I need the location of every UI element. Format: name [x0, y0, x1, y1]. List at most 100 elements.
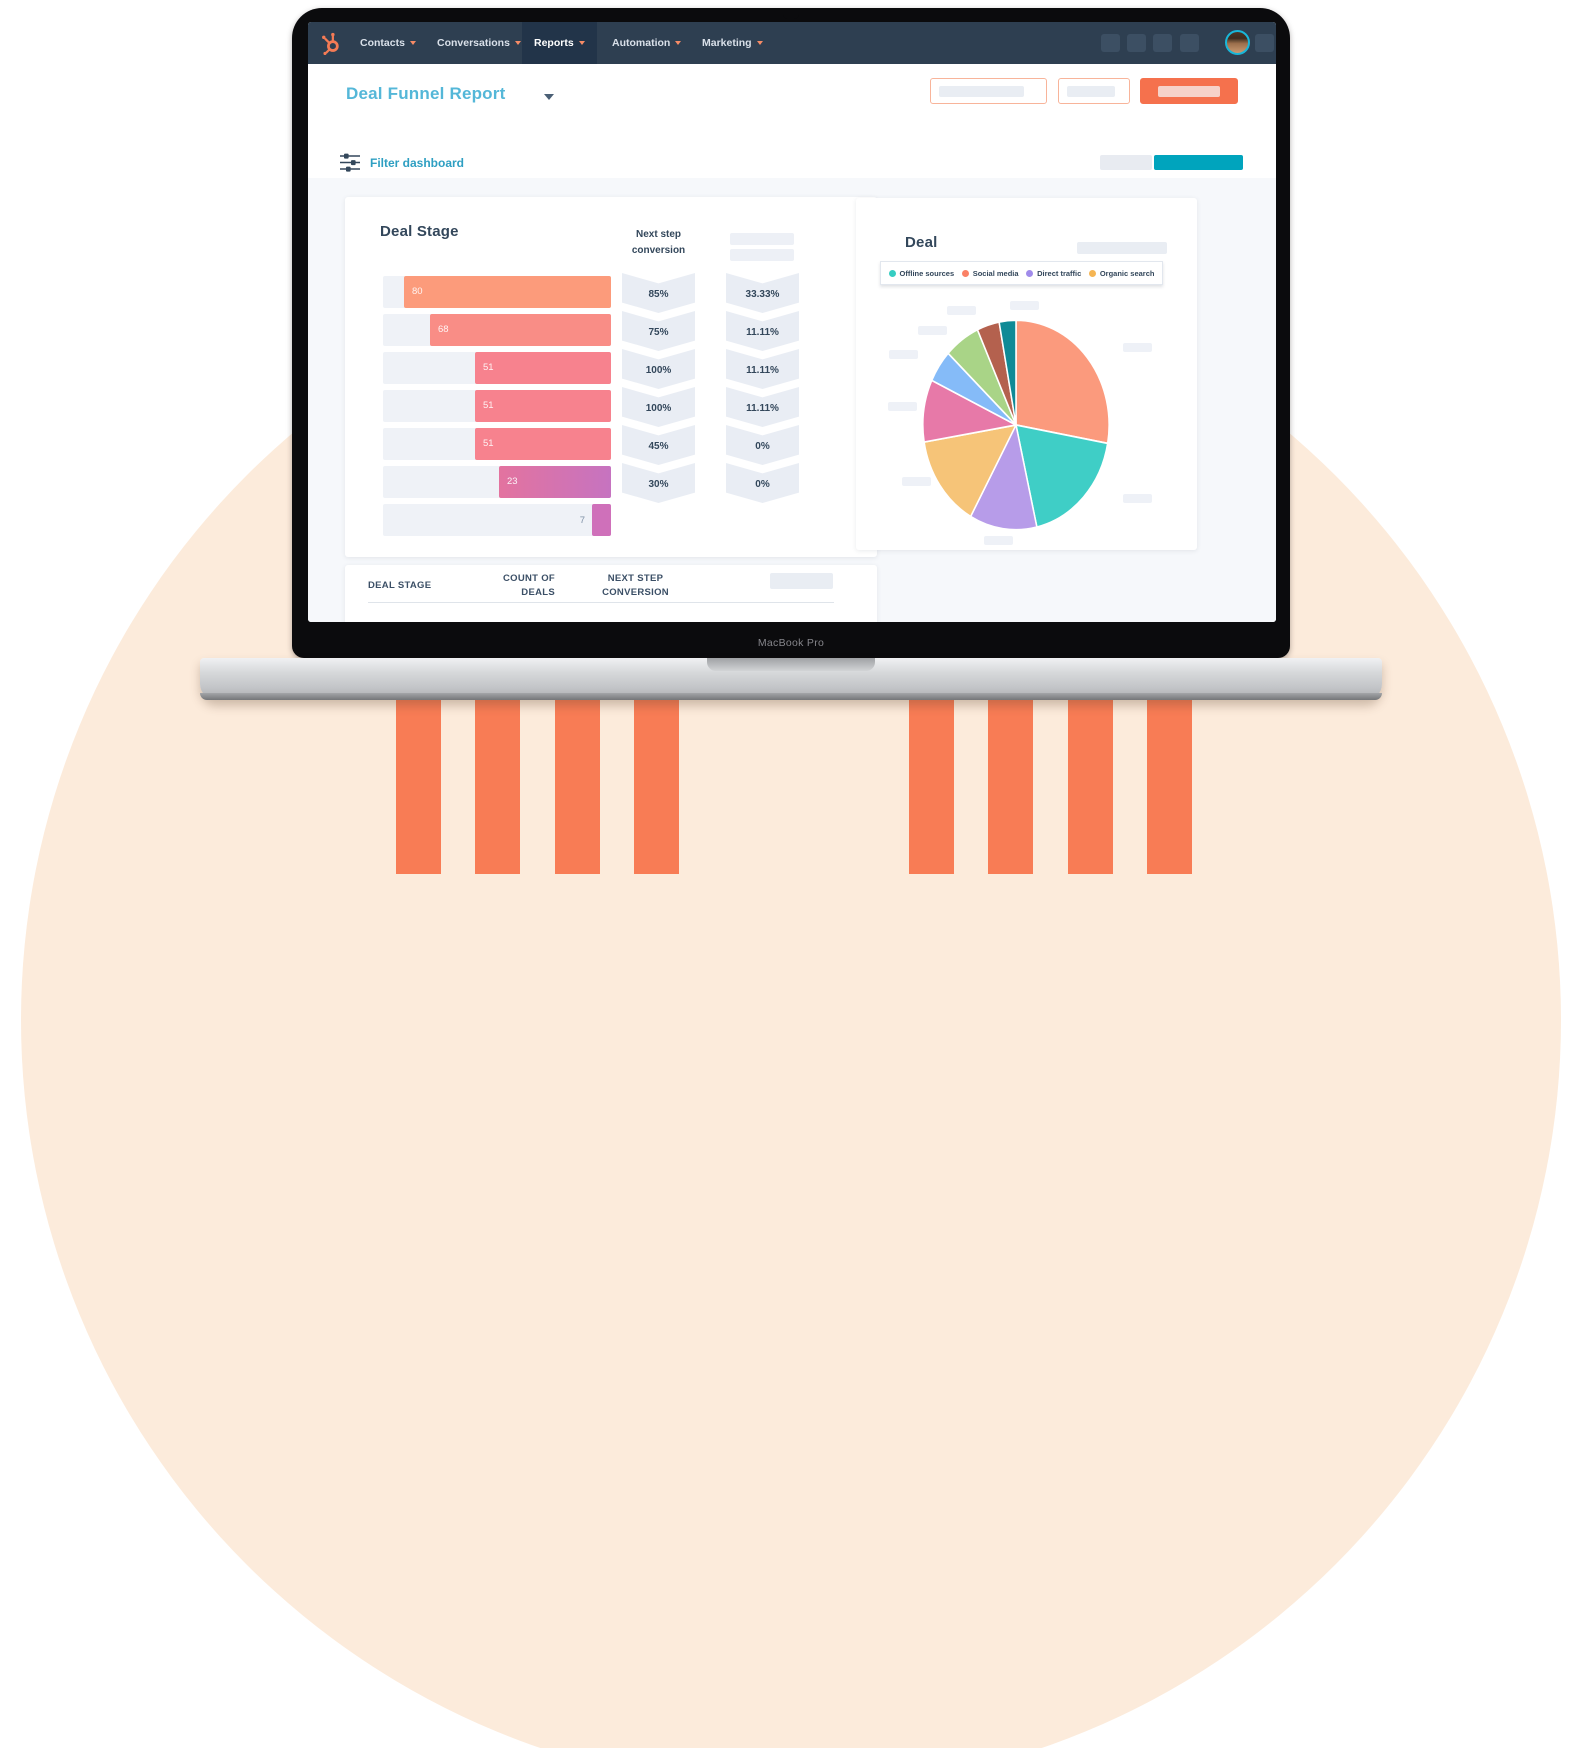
pie-header-placeholder	[1077, 242, 1167, 254]
funnel-bar-value: 51	[483, 438, 494, 449]
funnel-bar-stage-5[interactable]: 51	[475, 428, 611, 460]
hubspot-logo-icon[interactable]	[320, 31, 344, 56]
pie-slice-unlabeled-9[interactable]	[998, 319, 1017, 426]
nav-item-reports[interactable]: Reports	[522, 22, 597, 64]
nav-toolbar-button[interactable]	[1255, 34, 1274, 52]
funnel-bar-stage-4[interactable]: 51	[475, 390, 611, 422]
deal-pie-card: Deal Offline sources Social media Direct t…	[856, 198, 1197, 550]
column-header-placeholder	[730, 233, 794, 245]
legend-item-offline-sources[interactable]: Offline sources	[888, 268, 955, 278]
legend-dot-icon	[961, 269, 969, 277]
chevron-down-icon	[756, 41, 763, 45]
background-stripe	[988, 690, 1033, 874]
pie-slice-direct-traffic[interactable]	[969, 424, 1038, 531]
secondary-conversion-value: 0%	[726, 425, 799, 465]
chevron-down-icon	[675, 41, 682, 45]
user-avatar[interactable]	[1225, 30, 1250, 55]
nav-toolbar-button[interactable]	[1127, 34, 1146, 52]
pie-slice-offline-sources[interactable]	[1015, 424, 1109, 528]
background-stripe	[475, 690, 520, 874]
next-step-conversion-value: 100%	[622, 387, 695, 427]
pie-slice-organic-search[interactable]	[923, 424, 1017, 518]
next-step-conversion-value: 100%	[622, 349, 695, 389]
background-stripe	[1147, 690, 1192, 874]
pie-label-placeholder	[888, 402, 917, 411]
background-stripe	[634, 690, 679, 874]
legend-dot-icon	[888, 269, 896, 277]
funnel-bar-stage-2[interactable]: 68	[430, 314, 611, 346]
funnel-bar-value: 68	[438, 324, 449, 335]
funnel-bar-stage-1[interactable]: 80	[404, 276, 611, 308]
view-toggle-off-segment[interactable]	[1100, 155, 1152, 170]
legend-label: Social media	[972, 268, 1019, 278]
next-step-conversion-value: 45%	[622, 425, 695, 465]
button-placeholder-text	[939, 86, 1024, 97]
button-placeholder-text	[1067, 86, 1115, 97]
nav-toolbar-button[interactable]	[1153, 34, 1172, 52]
pie-card-title: Deal	[905, 234, 938, 251]
pie-slice-social-media[interactable]	[1015, 319, 1110, 445]
table-header-deal-stage: DEAL STAGE	[368, 580, 432, 591]
funnel-bar-value: 7	[579, 515, 585, 526]
nav-item-marketing[interactable]: Marketing	[702, 22, 763, 64]
laptop-screen-bezel: Contacts Conversations Reports Automation Ma…	[292, 8, 1290, 658]
legend-label: Offline sources	[899, 268, 955, 278]
legend-dot-icon	[1026, 269, 1034, 277]
chevron-down-icon	[578, 41, 585, 45]
nav-toolbar-button[interactable]	[1101, 34, 1120, 52]
webcam-notch	[783, 10, 799, 19]
legend-dot-icon	[1088, 269, 1096, 277]
secondary-conversion-value: 11.11%	[726, 387, 799, 427]
laptop-base-rim	[200, 693, 1382, 700]
header-primary-button[interactable]	[1140, 78, 1238, 104]
page-title[interactable]: Deal Funnel Report	[346, 84, 506, 103]
background-stripe	[1068, 690, 1113, 874]
next-step-conversion-header: Next step conversion	[631, 229, 686, 256]
nav-item-label: Conversations	[437, 37, 510, 49]
funnel-bar-stage-6[interactable]: 23	[499, 466, 611, 498]
funnel-bar-stage-7[interactable]	[592, 504, 611, 536]
pie-label-placeholder	[1010, 301, 1039, 310]
header-action-button-2[interactable]	[1058, 78, 1130, 104]
secondary-conversion-value: 33.33%	[726, 273, 799, 313]
filter-dashboard-link[interactable]: Filter dashboard	[370, 156, 465, 170]
legend-item-direct-traffic[interactable]: Direct traffic	[1026, 269, 1081, 278]
nav-item-automation[interactable]: Automation	[612, 22, 682, 64]
nav-item-label: Reports	[534, 37, 574, 49]
table-header-next-step-conversion: NEXT STEP CONVERSION	[602, 573, 669, 598]
nav-item-label: Contacts	[360, 37, 405, 49]
pie-label-placeholder	[947, 306, 976, 315]
button-placeholder-text	[1158, 86, 1220, 97]
pie-label-placeholder	[1123, 494, 1152, 503]
pie-label-placeholder	[918, 326, 947, 335]
column-header-placeholder	[730, 249, 794, 261]
funnel-card-title: Deal Stage	[380, 223, 459, 240]
background-stripe	[396, 690, 441, 874]
funnel-bar-stage-3[interactable]: 51	[475, 352, 611, 384]
funnel-bar-value: 23	[507, 476, 518, 487]
nav-toolbar-button[interactable]	[1180, 34, 1199, 52]
chevron-down-icon	[409, 41, 416, 45]
pie-legend: Offline sources Social media Direct traffi…	[880, 261, 1163, 285]
chevron-down-icon	[514, 41, 521, 45]
pie-label-placeholder	[889, 350, 918, 359]
deal-stage-table-card: DEAL STAGE COUNT OF DEALS NEXT STEP CONVER…	[345, 565, 877, 622]
header-action-button-1[interactable]	[930, 78, 1047, 104]
nav-item-contacts[interactable]: Contacts	[360, 22, 416, 64]
title-chevron-down-icon[interactable]	[544, 94, 554, 100]
filter-icon[interactable]	[340, 153, 360, 172]
nav-item-conversations[interactable]: Conversations	[437, 22, 521, 64]
laptop-base	[200, 658, 1382, 700]
table-header-divider	[368, 602, 834, 603]
legend-item-organic-search[interactable]: Organic search	[1088, 269, 1154, 278]
nav-item-label: Marketing	[702, 37, 752, 49]
secondary-conversion-value: 0%	[726, 463, 799, 503]
background-stripe	[555, 690, 600, 874]
funnel-bar-track	[383, 504, 611, 536]
next-step-conversion-value: 85%	[622, 273, 695, 313]
top-navbar: Contacts Conversations Reports Automation Ma…	[308, 22, 1276, 64]
view-toggle-on-segment[interactable]	[1154, 155, 1243, 170]
legend-item-social-media[interactable]: Social media	[961, 268, 1019, 278]
table-header-placeholder	[770, 573, 833, 589]
funnel-bar-value: 80	[412, 286, 423, 297]
